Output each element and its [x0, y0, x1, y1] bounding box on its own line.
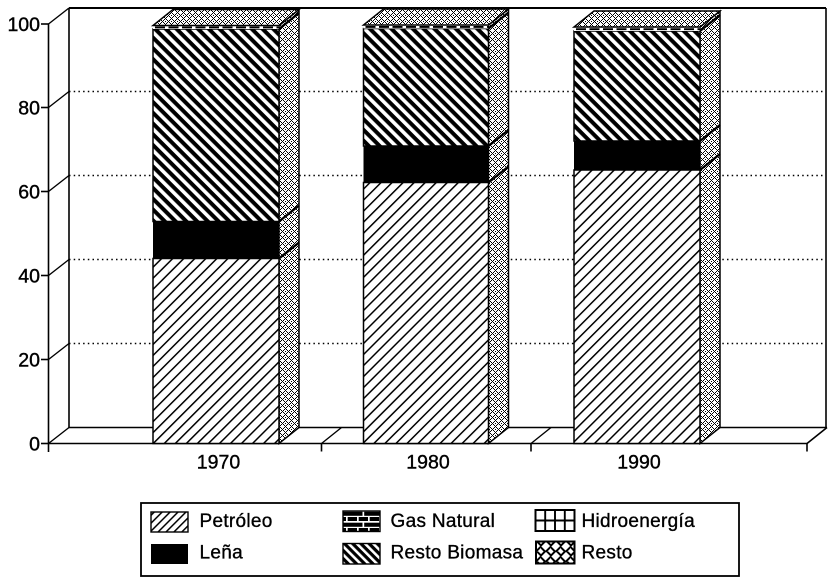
svg-text:1990: 1990	[617, 452, 661, 474]
svg-text:Resto Biomasa: Resto Biomasa	[391, 543, 524, 564]
svg-text:100: 100	[7, 14, 40, 36]
svg-text:Petróleo: Petróleo	[200, 511, 273, 532]
svg-text:80: 80	[18, 98, 40, 120]
svg-text:Resto: Resto	[582, 543, 633, 564]
svg-text:1980: 1980	[406, 452, 450, 474]
svg-text:0: 0	[29, 434, 40, 456]
svg-text:Gas Natural: Gas Natural	[391, 511, 496, 532]
svg-text:40: 40	[18, 266, 40, 288]
svg-text:1970: 1970	[197, 452, 241, 474]
svg-text:Hidroenergía: Hidroenergía	[582, 511, 696, 532]
svg-text:20: 20	[18, 350, 40, 372]
svg-text:Leña: Leña	[200, 543, 244, 564]
svg-text:60: 60	[18, 182, 40, 204]
